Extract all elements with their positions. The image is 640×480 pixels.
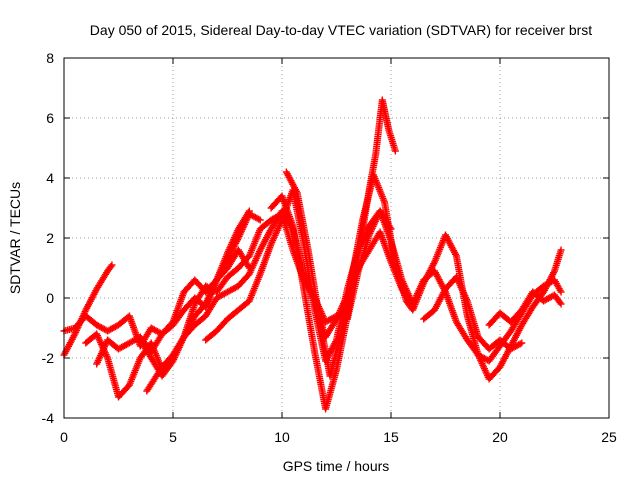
data-point bbox=[391, 147, 399, 155]
data-point bbox=[557, 300, 565, 308]
data-point bbox=[256, 216, 264, 224]
data-point bbox=[108, 261, 116, 269]
series-track-d bbox=[93, 207, 253, 368]
data-point bbox=[518, 339, 526, 347]
y-tick-label: -4 bbox=[42, 410, 55, 426]
y-tick-label: 4 bbox=[46, 170, 54, 186]
data-point bbox=[255, 215, 263, 223]
y-tick-label: 0 bbox=[46, 290, 54, 306]
series-track-h bbox=[267, 96, 399, 413]
x-tick-label: 5 bbox=[169, 429, 177, 445]
axis-ticks: 0 5 10 15 20 25 -4 -2 0 2 4 6 8 bbox=[42, 50, 617, 445]
x-tick-label: 15 bbox=[383, 429, 399, 445]
x-tick-label: 0 bbox=[60, 429, 68, 445]
chart-title: Day 050 of 2015, Sidereal Day-to-day VTE… bbox=[90, 22, 592, 38]
x-tick-label: 20 bbox=[492, 429, 508, 445]
data-points bbox=[60, 96, 565, 413]
y-tick-label: -2 bbox=[42, 350, 55, 366]
x-tick-label: 10 bbox=[274, 429, 290, 445]
series-track-i bbox=[282, 168, 565, 383]
y-tick-label: 2 bbox=[46, 230, 54, 246]
data-point bbox=[556, 299, 564, 306]
y-axis-label: SDTVAR / TECUs bbox=[7, 182, 23, 294]
x-axis-label: GPS time / hours bbox=[283, 458, 390, 474]
x-tick-label: 25 bbox=[601, 429, 617, 445]
y-tick-label: 6 bbox=[46, 110, 54, 126]
data-point bbox=[245, 207, 253, 215]
data-point bbox=[557, 246, 565, 254]
data-point bbox=[107, 263, 115, 270]
data-point bbox=[516, 340, 524, 348]
data-point bbox=[557, 288, 565, 296]
y-tick-label: 8 bbox=[46, 50, 54, 66]
series-track-f bbox=[143, 207, 417, 395]
series-track-k bbox=[485, 288, 565, 329]
series-track-j bbox=[420, 273, 526, 353]
